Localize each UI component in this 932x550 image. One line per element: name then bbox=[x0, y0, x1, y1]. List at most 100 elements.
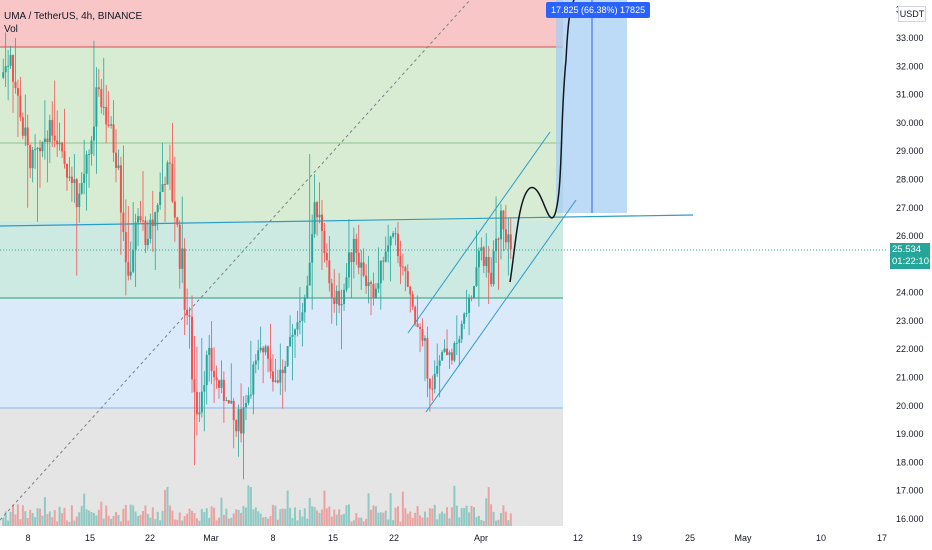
volume-bar bbox=[39, 508, 42, 526]
candle-body bbox=[502, 210, 505, 230]
candle-body bbox=[176, 217, 179, 225]
candle-body bbox=[365, 275, 368, 287]
volume-bar bbox=[281, 508, 284, 526]
candle-body bbox=[392, 233, 395, 237]
volume-bar bbox=[338, 509, 341, 526]
candle-body bbox=[127, 262, 130, 276]
forecast-curve bbox=[509, 0, 575, 283]
candle-body bbox=[325, 253, 328, 261]
volume-bar bbox=[294, 507, 297, 526]
price-tick-label: 27.000 bbox=[896, 203, 924, 213]
volume-bar bbox=[404, 508, 407, 526]
volume-bar bbox=[195, 518, 198, 526]
candle-body bbox=[399, 256, 402, 267]
candle-body bbox=[208, 347, 211, 355]
last-price-badge: 25.534 01:22:10 bbox=[890, 243, 930, 269]
candle-body bbox=[306, 285, 309, 299]
volume-bar bbox=[186, 513, 189, 526]
candle-body bbox=[487, 256, 490, 273]
candle-body bbox=[465, 312, 468, 314]
volume-bar bbox=[499, 513, 502, 526]
volume-bar bbox=[347, 504, 350, 526]
candle-body bbox=[252, 364, 255, 395]
volume-bar bbox=[230, 517, 233, 526]
volume-bar bbox=[468, 512, 471, 526]
price-tick-label: 16.000 bbox=[896, 514, 924, 524]
candle-body bbox=[480, 247, 483, 251]
volume-bar bbox=[227, 518, 230, 526]
volume-bar bbox=[262, 517, 265, 526]
candle-body bbox=[195, 391, 198, 415]
volume-bar bbox=[252, 509, 255, 526]
currency-label[interactable]: USDT bbox=[898, 6, 926, 22]
volume-bar bbox=[41, 515, 44, 526]
volume-bar bbox=[330, 516, 333, 526]
volume-bar bbox=[463, 508, 466, 526]
candle-body bbox=[320, 214, 323, 232]
candles bbox=[2, 32, 512, 480]
candle-body bbox=[345, 277, 348, 290]
volume-bar bbox=[124, 504, 127, 526]
candle-body bbox=[95, 87, 98, 127]
candle-body bbox=[355, 238, 358, 253]
candle-body bbox=[296, 322, 299, 330]
candle-body bbox=[446, 348, 449, 355]
volume-bar bbox=[504, 511, 507, 526]
candle-body bbox=[436, 365, 439, 374]
price-tick-label: 31.000 bbox=[896, 90, 924, 100]
volume-bar bbox=[156, 511, 159, 526]
candle-body bbox=[443, 348, 446, 353]
candle-body bbox=[382, 260, 385, 262]
time-axis[interactable]: 8 15 22 Mar 8 15 22 Apr 12 19 25 May 10 17 bbox=[25, 533, 887, 543]
candle-body bbox=[161, 184, 164, 192]
symbol-title[interactable]: UMA / TetherUS, 4h, BINANCE bbox=[4, 11, 143, 22]
volume-bar bbox=[164, 489, 167, 526]
volume-bar bbox=[232, 513, 235, 526]
volume-bar bbox=[414, 512, 417, 526]
candle-body bbox=[298, 320, 301, 323]
volume-bar bbox=[83, 493, 86, 526]
candle-body bbox=[428, 378, 431, 389]
candle-body bbox=[448, 352, 451, 355]
time-tick-label: 17 bbox=[877, 533, 887, 543]
time-tick-label: 19 bbox=[632, 533, 642, 543]
volume-bar bbox=[259, 513, 262, 526]
volume-bar bbox=[78, 512, 81, 526]
volume-bar bbox=[328, 506, 331, 526]
volume-bar bbox=[365, 518, 368, 526]
volume-bar bbox=[181, 520, 184, 526]
volume-bar bbox=[235, 509, 238, 526]
candle-body bbox=[137, 216, 140, 223]
volume-bar bbox=[154, 519, 157, 526]
volume-bar bbox=[350, 521, 353, 526]
volume-bar bbox=[63, 507, 66, 526]
candle-body bbox=[387, 245, 390, 252]
volume-bar bbox=[122, 508, 125, 526]
volume-indicator-label[interactable]: Vol bbox=[4, 24, 18, 35]
candle-body bbox=[340, 304, 343, 306]
volume-bar bbox=[61, 513, 64, 526]
candle-body bbox=[370, 282, 373, 285]
candle-body bbox=[284, 366, 287, 374]
volume-bar bbox=[90, 512, 93, 526]
candle-body bbox=[301, 312, 304, 321]
candle-body bbox=[431, 388, 434, 390]
candle-body bbox=[286, 346, 289, 367]
candle-body bbox=[141, 220, 144, 222]
volume-bars bbox=[2, 485, 512, 526]
candle-body bbox=[323, 231, 326, 254]
candle-body bbox=[78, 193, 81, 208]
volume-bar bbox=[357, 517, 360, 526]
candle-body bbox=[156, 204, 159, 213]
candle-body bbox=[421, 328, 424, 341]
volume-bar bbox=[141, 511, 144, 526]
candle-body bbox=[416, 323, 419, 327]
candle-body bbox=[51, 120, 54, 136]
volume-bar bbox=[198, 520, 201, 526]
volume-bar bbox=[502, 505, 505, 526]
volume-bar bbox=[161, 510, 164, 526]
candle-body bbox=[423, 338, 426, 341]
volume-bar bbox=[168, 505, 171, 526]
volume-bar bbox=[450, 507, 453, 526]
